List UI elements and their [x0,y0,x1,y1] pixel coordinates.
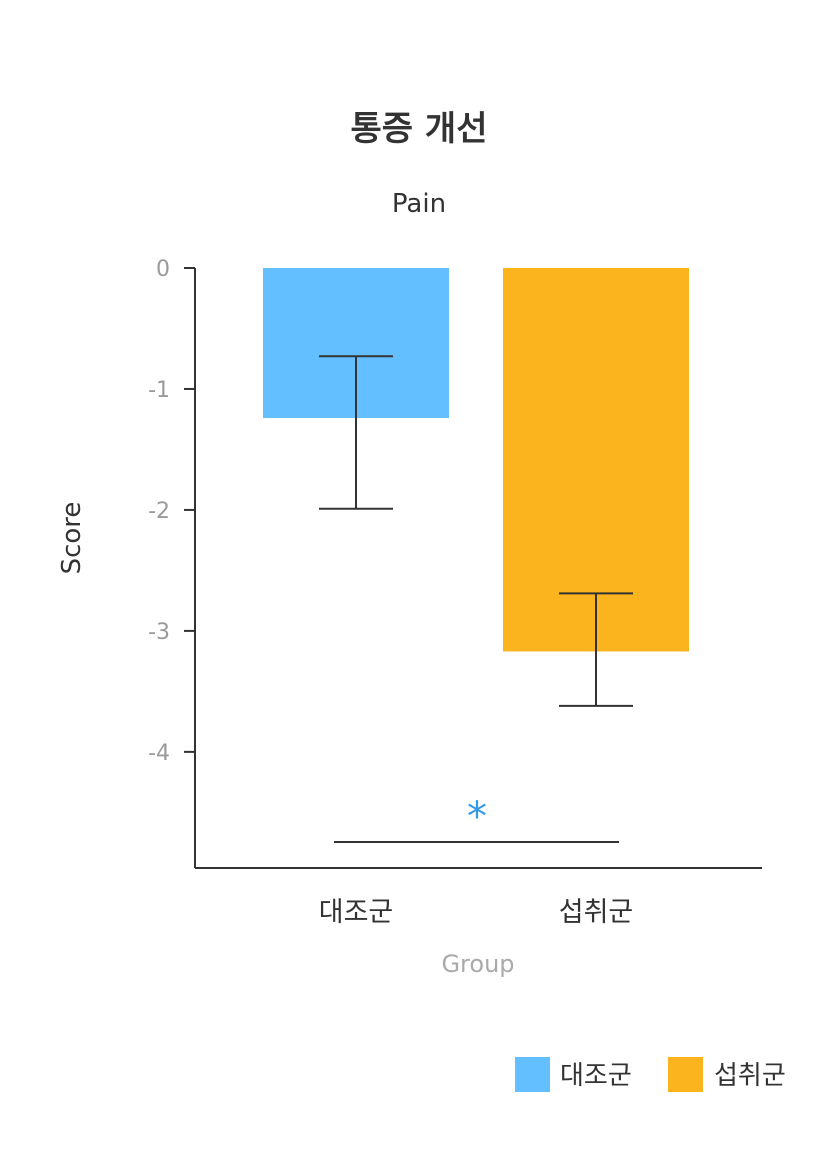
y-tick-label: -2 [148,499,170,524]
y-tick-label: -1 [148,378,170,403]
significance-marker: * [467,794,487,840]
legend-label-control: 대조군 [560,1061,632,1091]
legend-swatch-control [515,1057,550,1092]
legend: 대조군 섭취군 [515,1057,786,1092]
x-tick-label: 대조군 [319,897,394,928]
x-tick-label: 섭취군 [559,897,634,928]
chart-subtitle: Pain [392,189,446,219]
y-tick-label: 0 [156,257,170,282]
y-tick-label: -4 [148,741,170,766]
chart-title: 통증 개선 [351,109,488,149]
legend-swatch-intake [668,1057,703,1092]
x-axis-label: Group [441,950,514,978]
legend-label-intake: 섭취군 [714,1061,786,1091]
y-tick-label: -3 [148,620,170,645]
plot-area: 0 -1 -2 -3 -4 대조군 섭취군 * [148,257,689,928]
bar [503,268,689,652]
y-axis-label: Score [57,502,87,575]
